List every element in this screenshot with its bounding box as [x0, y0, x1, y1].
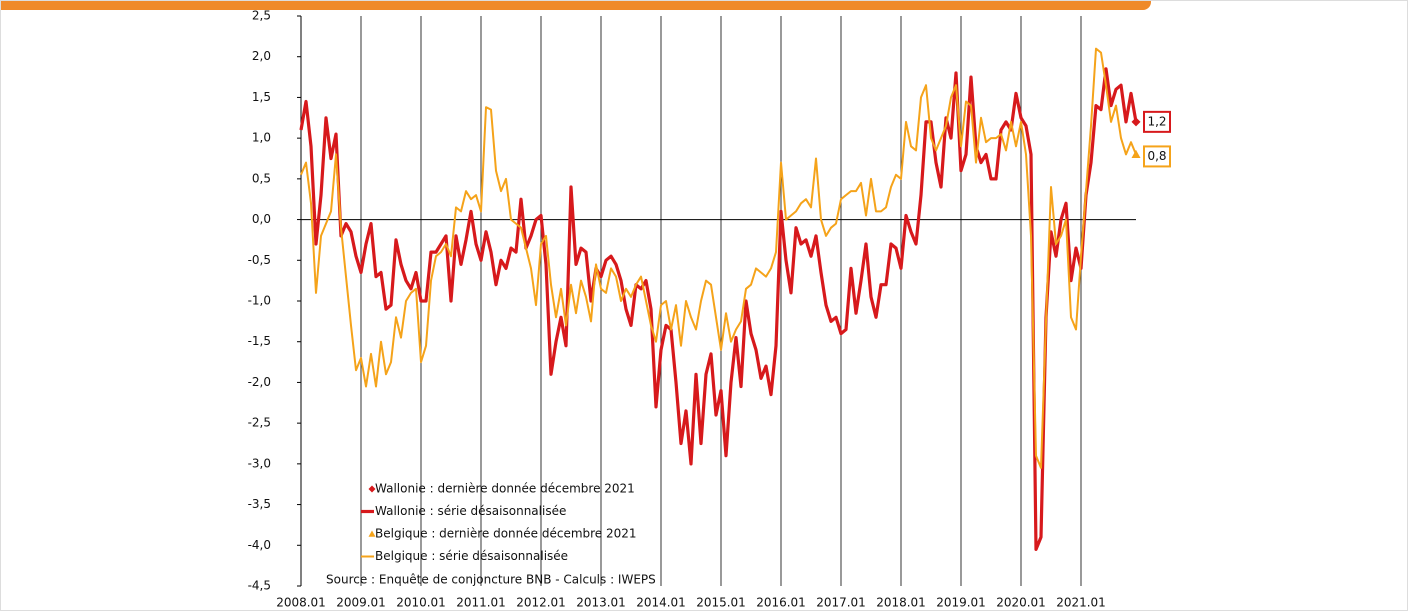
x-tick-label: 2015.01 — [696, 596, 746, 610]
y-tick-label: -4,0 — [248, 538, 271, 552]
y-tick-label: -4,5 — [248, 579, 271, 593]
source: Source : Enquête de conjoncture BNB - Ca… — [326, 573, 656, 587]
y-tick-label: -1,5 — [248, 334, 271, 348]
legend-marker — [368, 530, 376, 537]
y-tick-label: 1,5 — [252, 90, 271, 104]
x-tick-label: 2020.01 — [996, 596, 1046, 610]
x-tick-label: 2008.01 — [276, 596, 326, 610]
last-point-marker — [1131, 149, 1141, 159]
header-bar — [1, 1, 1151, 10]
x-tick-label: 2009.01 — [336, 596, 386, 610]
last-point-marker — [1131, 117, 1141, 127]
value-label-box — [1143, 110, 1171, 133]
y-tick-label: 1,0 — [252, 131, 271, 145]
y-tick-label: 0,5 — [252, 171, 271, 185]
legend-label: Wallonie : dernière donnée décembre 2021 — [375, 482, 635, 496]
x-tick-label: 2018.01 — [876, 596, 926, 610]
y-tick-label: -1,0 — [248, 294, 271, 308]
value-label: 0,8 — [1147, 149, 1166, 163]
y-tick-label: 2,5 — [252, 9, 271, 23]
legend-marker — [368, 485, 376, 493]
series-line — [300, 47, 1137, 469]
y-tick-label: -2,0 — [248, 375, 271, 389]
value-label: 1,2 — [1147, 114, 1166, 128]
x-tick-label: 2010.01 — [396, 596, 446, 610]
legend-label: Belgique : série désaisonnalisée — [375, 549, 568, 563]
y-tick-label: -2,5 — [248, 416, 271, 430]
y-tick-label: -3,5 — [248, 497, 271, 511]
series-line — [299, 67, 1138, 551]
x-tick-label: 2019.01 — [936, 596, 986, 610]
y-tick-label: -0,5 — [248, 253, 271, 267]
x-tick-label: 2012.01 — [516, 596, 566, 610]
legend-label: Wallonie : série désaisonnalisée — [375, 504, 566, 518]
x-tick-label: 2021.01 — [1056, 596, 1106, 610]
y-tick-label: -3,0 — [248, 456, 271, 470]
x-tick-label: 2016.01 — [756, 596, 806, 610]
legend-label: Belgique : dernière donnée décembre 2021 — [375, 527, 637, 541]
x-tick-label: 2011.01 — [456, 596, 506, 610]
x-tick-label: 2017.01 — [816, 596, 866, 610]
x-tick-label: 2014.01 — [636, 596, 686, 610]
x-tick-label: 2013.01 — [576, 596, 626, 610]
y-tick-label: 0,0 — [252, 212, 271, 226]
y-tick-label: 2,0 — [252, 49, 271, 63]
value-label-box — [1143, 145, 1171, 168]
